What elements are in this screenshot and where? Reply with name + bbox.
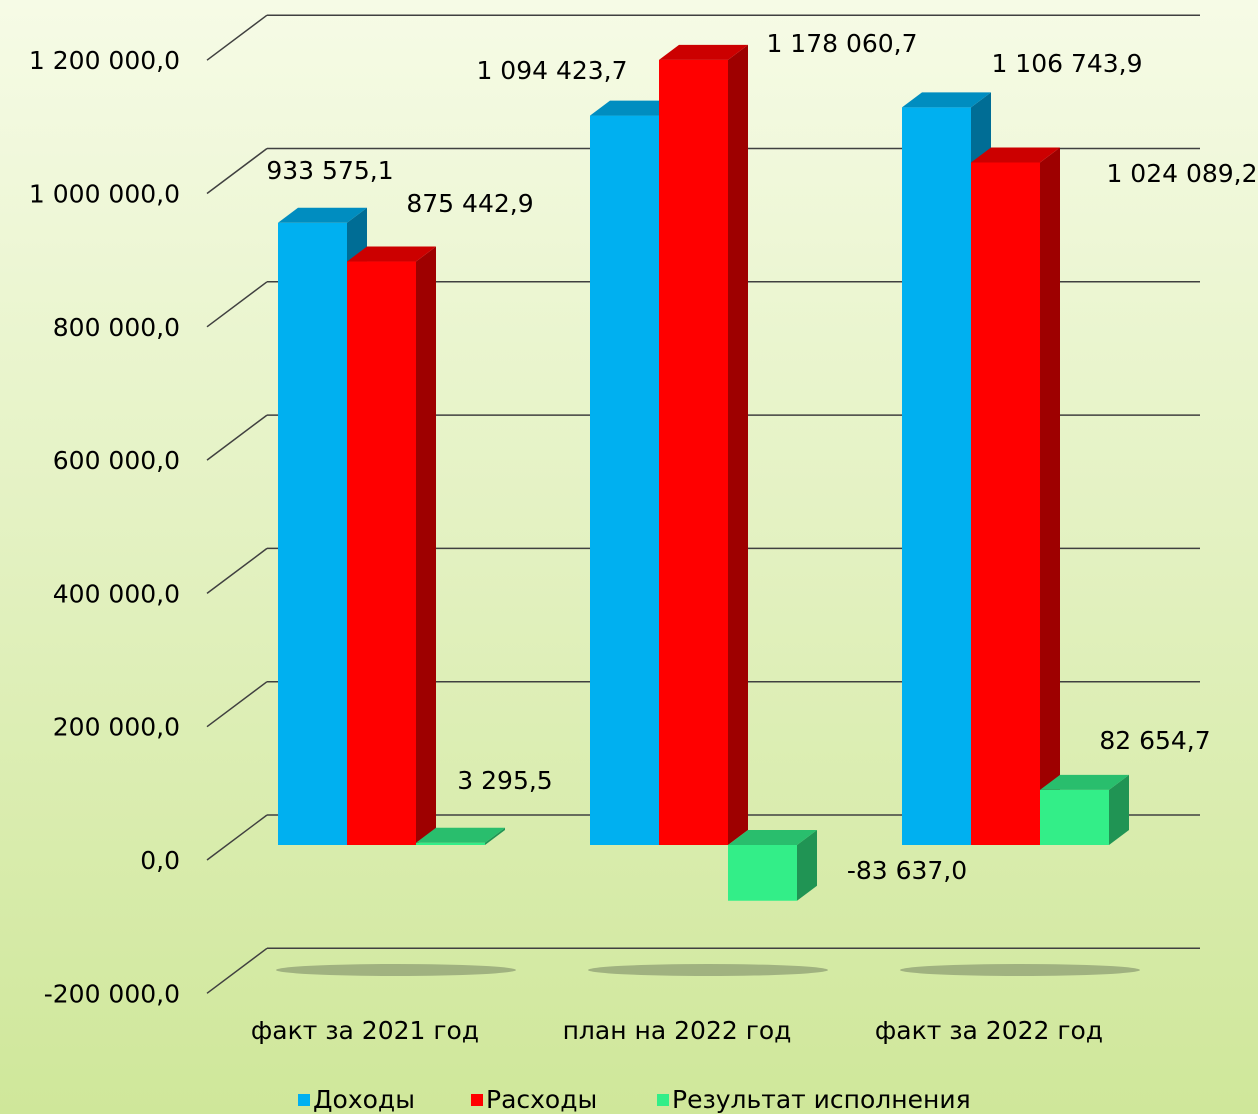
y-tick-label: 1 000 000,0: [29, 180, 180, 209]
bar: [347, 261, 416, 845]
bar-top: [347, 246, 436, 262]
bar-side: [485, 827, 505, 845]
bar-top: [278, 207, 367, 223]
value-label: 3 295,5: [457, 766, 552, 795]
bar-side: [416, 246, 436, 845]
value-label: 875 442,9: [406, 189, 533, 218]
x-tick-label: факт за 2022 год: [875, 1016, 1103, 1045]
floor-shadow: [276, 964, 516, 976]
floor-shadow: [588, 964, 828, 976]
bar-top: [1040, 774, 1129, 790]
value-label: 1 094 423,7: [476, 56, 627, 85]
floor-shadow: [900, 964, 1140, 976]
bar: [1040, 789, 1109, 845]
y-tick-label: 0,0: [140, 846, 180, 875]
value-label: 1 024 089,2: [1106, 159, 1257, 188]
y-tick-label: 800 000,0: [53, 313, 180, 342]
y-tick-label: 400 000,0: [53, 579, 180, 608]
legend-swatch: [471, 1094, 483, 1106]
legend-swatch: [298, 1094, 310, 1106]
bar: [902, 107, 971, 845]
bar-top: [728, 830, 817, 845]
value-label: 82 654,7: [1099, 726, 1210, 755]
legend-label: Доходы: [313, 1085, 415, 1114]
bar: [590, 115, 659, 846]
x-tick-label: факт за 2021 год: [251, 1016, 479, 1045]
bar-top: [659, 44, 748, 60]
grid-diagonal: [206, 14, 268, 61]
grid-diagonal: [206, 814, 268, 861]
bar: [728, 845, 797, 901]
grid-diagonal: [206, 681, 268, 728]
y-tick-label: 1 200 000,0: [29, 46, 180, 75]
bar: [278, 222, 347, 845]
grid-diagonal: [206, 947, 268, 994]
bar-top: [971, 147, 1060, 163]
bar: [971, 162, 1040, 845]
bar-top: [416, 827, 505, 843]
y-tick-label: -200 000,0: [44, 979, 180, 1008]
value-label: 1 178 060,7: [766, 29, 917, 58]
grid-diagonal: [206, 547, 268, 595]
legend-label: Результат исполнения: [672, 1085, 971, 1114]
bar: [416, 842, 485, 845]
value-label: 1 106 743,9: [991, 49, 1142, 78]
value-label: 933 575,1: [266, 156, 393, 185]
bar-side: [797, 830, 817, 901]
x-tick-label: план на 2022 год: [563, 1016, 792, 1045]
bar: [659, 59, 728, 845]
y-tick-label: 600 000,0: [53, 446, 180, 475]
grid-diagonal: [206, 147, 268, 195]
bar-top: [590, 100, 679, 116]
legend-swatch: [657, 1094, 669, 1106]
bar-side: [1040, 147, 1060, 845]
bar-side: [728, 44, 748, 845]
grid-diagonal: [206, 414, 268, 461]
y-tick-label: 200 000,0: [53, 713, 180, 742]
bar-top: [902, 92, 991, 108]
grid-diagonal: [206, 281, 268, 328]
bar-side: [1109, 774, 1129, 845]
legend-label: Расходы: [486, 1085, 597, 1114]
value-label: -83 637,0: [847, 856, 967, 885]
